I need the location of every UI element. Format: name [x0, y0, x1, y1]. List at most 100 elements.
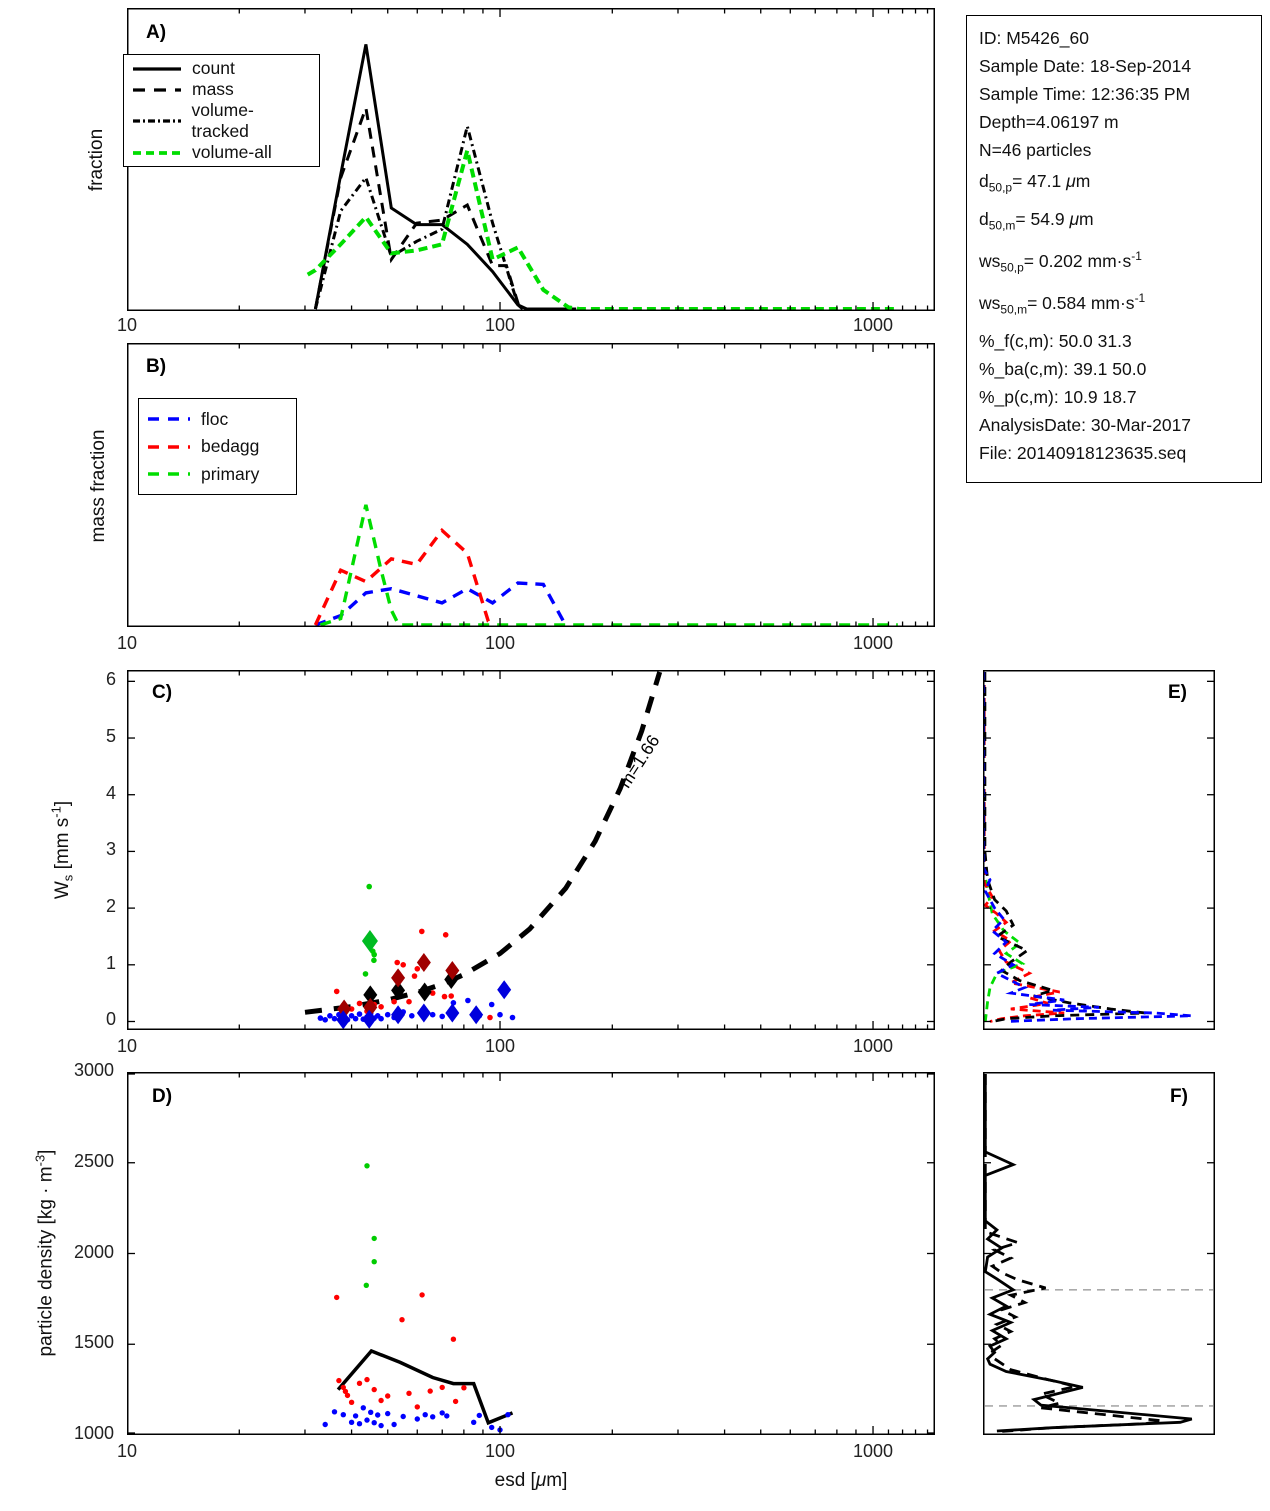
- dot-floc-density: [371, 1420, 377, 1426]
- dot-bedagg-density: [344, 1392, 351, 1399]
- dot-floc-particles: [465, 997, 471, 1004]
- diamond-bedagg-bin-median: [445, 960, 460, 980]
- x-tick-label-d-1000: 1000: [852, 1441, 894, 1461]
- dot-primary-particles: [366, 883, 372, 890]
- legend-panel-b: floc bedagg primary: [138, 398, 297, 495]
- legend-entry-count: count: [133, 58, 310, 79]
- x-tick-label-b-1000: 1000: [852, 633, 894, 653]
- dot-bedagg-density: [364, 1376, 370, 1383]
- panel-label-d: D): [152, 1086, 173, 1107]
- dot-bedagg-particles: [448, 993, 455, 999]
- x-tick-label-c-1000: 1000: [852, 1036, 894, 1056]
- dot-bedagg-density: [427, 1388, 433, 1394]
- dot-floc-density: [476, 1412, 482, 1419]
- diamond-floc-bin-median: [336, 1010, 351, 1030]
- dot-floc-particles: [352, 1015, 359, 1022]
- dot-floc-density: [422, 1412, 428, 1418]
- dot-bedagg-density: [406, 1390, 412, 1396]
- legend-entry-primary: primary: [148, 464, 287, 485]
- dot-floc-density: [444, 1413, 450, 1419]
- y-tick-label-c-6: 6: [105, 669, 116, 690]
- legend-label: volume-tracked: [191, 100, 254, 141]
- legend-entry-volume-all: volume-all: [133, 142, 310, 163]
- series-volume-tracked: [313, 125, 524, 311]
- x-tick-label-b-100: 100: [484, 633, 516, 653]
- panel-label-a: A): [146, 22, 167, 43]
- series-all-ws-dist: [983, 672, 1146, 1023]
- series-bedagg-ws-dist: [983, 672, 1065, 1023]
- info-line-4: N=46 particles: [979, 140, 1092, 160]
- y-tick-label-d-1500: 1500: [73, 1332, 114, 1353]
- dot-floc-density: [385, 1410, 391, 1417]
- info-line-6: d50,m= 54.9 μm: [979, 208, 1094, 233]
- dot-floc-particles: [317, 1015, 324, 1021]
- dot-floc-density: [348, 1419, 355, 1425]
- y-tick-label-c-3: 3: [105, 839, 116, 860]
- diamond-primary-bin-median: [361, 929, 378, 952]
- y-axis-label-mass-fraction: mass fraction: [88, 429, 109, 543]
- dot-primary-particles: [362, 971, 369, 977]
- panel-c-settling-velocity-chart: [127, 670, 935, 1030]
- legend-line-sample-icon: [148, 444, 190, 449]
- y-tick-label-d-2000: 2000: [73, 1241, 114, 1262]
- panel-f-density-distribution-chart: [983, 1072, 1215, 1435]
- dot-floc-particles: [331, 1015, 338, 1022]
- diamond-bedagg-bin-median: [363, 997, 378, 1017]
- dot-primary-density: [371, 1235, 377, 1242]
- diamond-bedagg-bin-median: [416, 953, 431, 973]
- x-tick-label-c-10: 10: [116, 1036, 138, 1056]
- diamond-all-bin-median: [363, 985, 378, 1005]
- dot-floc-density: [400, 1413, 406, 1420]
- dot-floc-particles: [378, 1015, 384, 1022]
- diamond-bedagg-bin-median: [391, 968, 406, 988]
- dot-bedagg-density: [340, 1384, 346, 1391]
- legend-entry-bedagg: bedagg: [148, 436, 287, 457]
- info-line-8: ws50,m= 0.584 mm·s-1: [979, 291, 1146, 317]
- series-primary-ws-dist: [983, 672, 1026, 1022]
- dot-bedagg-particles: [414, 966, 421, 972]
- dot-floc-density: [391, 1421, 397, 1428]
- dot-bedagg-density: [342, 1388, 349, 1395]
- x-tick-label-d-100: 100: [484, 1441, 516, 1461]
- info-line-0: ID: M5426_60: [979, 28, 1089, 48]
- diamond-all-bin-median: [417, 982, 432, 1002]
- legend-entry-mass: mass: [133, 79, 310, 100]
- dot-primary-particles: [371, 957, 377, 964]
- legend-label: volume-all: [192, 142, 272, 162]
- legend-line-sample-icon: [133, 119, 181, 123]
- dot-bedagg-particles: [487, 1014, 493, 1021]
- panel-label-c: C): [152, 682, 173, 703]
- panel-label-f: F): [1170, 1086, 1188, 1107]
- legend-label: primary: [201, 463, 260, 484]
- legend-label: bedagg: [201, 436, 260, 456]
- dot-bedagg-particles: [348, 1006, 355, 1012]
- dot-bedagg-density: [385, 1393, 391, 1399]
- dot-bedagg-density: [399, 1317, 405, 1323]
- legend-label: mass: [192, 79, 234, 99]
- dot-floc-particles: [322, 1017, 328, 1023]
- dot-primary-density: [363, 1282, 369, 1288]
- dot-floc-particles: [409, 1013, 415, 1019]
- dot-bedagg-density: [419, 1292, 425, 1298]
- dot-bedagg-density: [356, 1380, 363, 1386]
- dot-floc-particles: [509, 1014, 516, 1021]
- dot-floc-density: [364, 1417, 370, 1423]
- y-tick-label-c-2: 2: [105, 896, 116, 917]
- info-line-10: %_ba(c,m): 39.1 50.0: [979, 358, 1147, 379]
- dot-bedagg-particles: [378, 1004, 384, 1010]
- panel-label-b: B): [146, 356, 167, 377]
- x-tick-label-a-100: 100: [484, 315, 516, 335]
- y-tick-label-d-1000: 1000: [73, 1423, 114, 1443]
- info-line-2: Sample Time: 12:36:35 PM: [979, 84, 1191, 104]
- dot-floc-density: [489, 1424, 495, 1431]
- dot-floc-particles: [497, 1011, 503, 1018]
- y-axis-label-fraction: fraction: [86, 128, 107, 192]
- info-line-13: File: 20140918123635.seq: [979, 442, 1187, 463]
- x-tick-label-d-10: 10: [116, 1441, 138, 1461]
- dot-bedagg-density: [348, 1399, 355, 1405]
- dot-bedagg-density: [461, 1385, 467, 1391]
- diamond-floc-bin-median: [362, 1009, 377, 1029]
- dot-floc-density: [378, 1422, 384, 1429]
- y-tick-label-c-5: 5: [105, 726, 116, 747]
- dot-floc-density: [439, 1410, 445, 1416]
